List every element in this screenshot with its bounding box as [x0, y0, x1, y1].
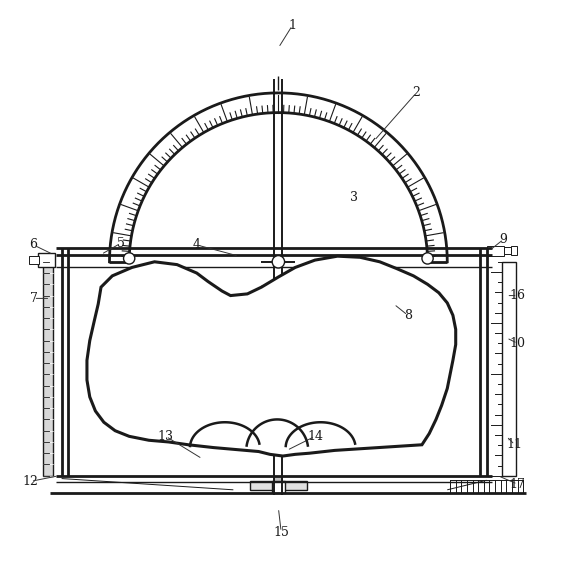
Text: 14: 14	[307, 430, 323, 443]
Text: 13: 13	[158, 430, 174, 443]
Text: 7: 7	[30, 292, 37, 305]
Text: 8: 8	[404, 309, 412, 322]
Bar	[503, 262, 516, 476]
Polygon shape	[87, 256, 456, 456]
Bar	[29, 256, 39, 264]
Text: 4: 4	[193, 238, 201, 252]
Text: 9: 9	[500, 233, 507, 246]
Bar	[487, 246, 504, 256]
Text: 11: 11	[507, 438, 523, 452]
Text: 6: 6	[30, 238, 37, 252]
Text: 5: 5	[117, 236, 124, 250]
Text: 17: 17	[509, 477, 525, 491]
Bar	[274, 476, 282, 487]
Text: 15: 15	[273, 525, 289, 539]
Bar	[511, 246, 517, 255]
Text: 2: 2	[412, 86, 420, 100]
Circle shape	[422, 253, 433, 264]
Text: 3: 3	[350, 190, 358, 204]
Text: 12: 12	[23, 475, 39, 488]
Bar	[250, 481, 307, 490]
Bar	[43, 262, 53, 476]
Circle shape	[124, 253, 135, 264]
Bar	[504, 247, 511, 254]
Bar	[450, 480, 523, 493]
Bar	[272, 481, 285, 493]
Text: 10: 10	[509, 337, 525, 350]
Text: 1: 1	[289, 19, 296, 32]
Circle shape	[272, 256, 285, 268]
Bar	[38, 253, 55, 267]
Text: 16: 16	[509, 289, 525, 302]
